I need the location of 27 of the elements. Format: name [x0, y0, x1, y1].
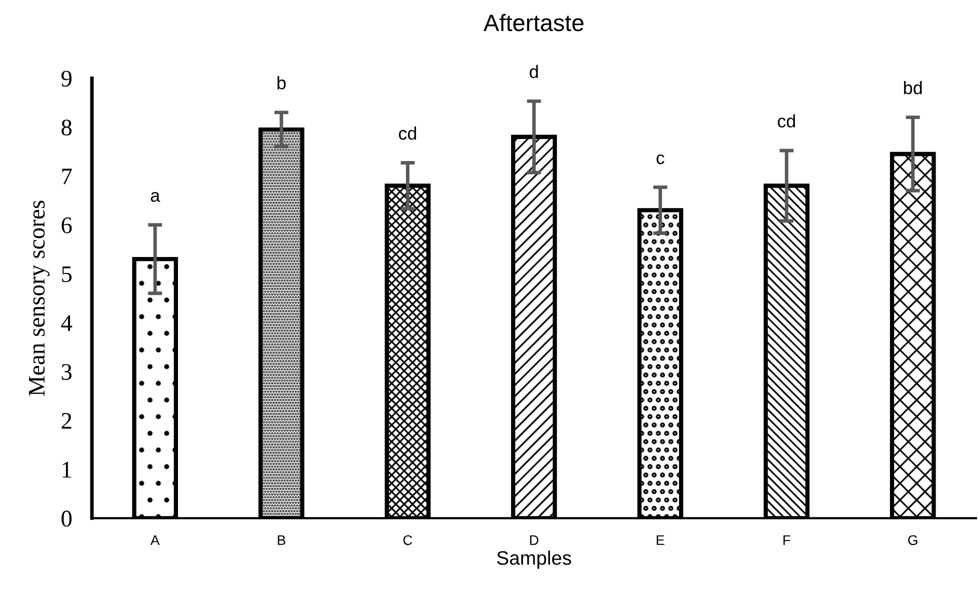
x-tick-label: D: [530, 535, 538, 545]
annotation: a: [150, 192, 160, 202]
y-axis-title: Mean sensory scores: [29, 200, 50, 396]
x-tick-label: A: [150, 535, 160, 545]
y-tick-label: 4: [61, 315, 72, 331]
y-tick-label: 9: [61, 70, 72, 87]
y-tick-label: 3: [62, 364, 72, 380]
y-tick-label: 5: [62, 266, 72, 282]
y-tick-label: 8: [62, 120, 72, 136]
annotation: c: [656, 154, 664, 164]
x-tick-label: G: [908, 535, 918, 546]
x-tick-label: F: [783, 535, 790, 545]
annotation: bd: [904, 81, 922, 94]
y-tick-label: 6: [62, 217, 72, 234]
annotation: d: [530, 64, 538, 78]
x-axis-title: Samples: [497, 550, 572, 569]
annotation: b: [278, 76, 286, 90]
annotation: cd: [778, 114, 795, 128]
x-tick-label: E: [656, 535, 664, 545]
y-tick-label: 7: [62, 168, 72, 184]
y-tick-label: 0: [62, 510, 72, 527]
annotation: cd: [398, 126, 416, 140]
y-tick-label: 1: [62, 462, 72, 478]
x-tick-label: C: [403, 535, 412, 546]
chart-title: Aftertaste: [484, 14, 584, 32]
x-tick-label: B: [278, 535, 286, 545]
y-tick-label: 2: [62, 412, 72, 429]
